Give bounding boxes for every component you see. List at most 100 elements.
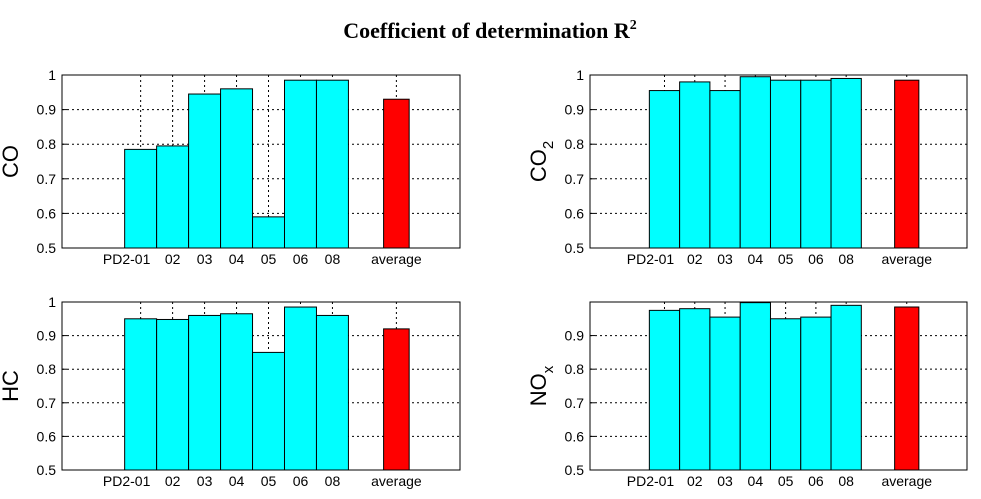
x-tick-label: average [371,473,422,489]
bar [679,81,711,249]
x-tick-label: average [881,473,932,489]
y-tick-label: 0.7 [565,171,585,187]
y-tick-label: 0.7 [37,395,57,411]
y-tick-label: 0.6 [565,428,585,444]
y-axis-label: CO2 [526,141,557,182]
bar [283,306,317,471]
x-tick-label: 02 [165,251,181,267]
x-tick-label: 04 [748,473,764,489]
bar [679,308,711,471]
bar [383,328,410,471]
y-axis-label: CO [0,145,23,178]
y-tick-label: 1 [48,67,56,83]
axes-frame [61,301,461,471]
bar [648,90,681,249]
bar [252,351,285,471]
axes-frame [589,74,968,249]
y-tick-label: 0.7 [565,395,585,411]
y-tick-label: 0.5 [565,240,585,256]
axes-frame [61,74,461,249]
bar [709,90,741,249]
x-tick-label: 05 [778,473,794,489]
y-tick-label: 0.6 [37,428,57,444]
bar [769,79,802,249]
y-tick-label: 0.6 [37,205,57,221]
bar [220,88,254,249]
bar [315,79,349,249]
x-tick-label: 03 [197,473,213,489]
bar [156,318,190,471]
x-tick-label: 05 [261,473,277,489]
bar [769,318,802,471]
bar [188,314,222,471]
title-text: Coefficient of determination R [343,18,631,43]
x-tick-label: 03 [717,251,733,267]
y-tick-label: 0.8 [565,361,585,377]
x-tick-label: average [881,251,932,267]
title-sup: 2 [630,18,637,33]
bar [188,93,222,249]
subplot: 0.5 0.6 0.7 0.8 0.9 PD2-01 02 03 04 05 06 08 average… [526,301,968,489]
bar [800,316,832,471]
y-axis-label: NOx [526,365,557,406]
y-tick-label: 1 [48,294,56,310]
bar [252,216,285,249]
x-tick-label: 02 [687,473,703,489]
figure-title: Coefficient of determination R2 [343,18,637,43]
bar [315,314,349,471]
bar [739,76,771,249]
subplot: 0.5 0.6 0.7 0.8 0.9 1 PD2-01 02 03 04 05 06 08 averag… [0,67,461,267]
y-tick-label: 0.5 [37,240,57,256]
y-tick-label: 1 [576,67,584,83]
bar [283,79,317,249]
axes-frame [589,301,968,471]
x-tick-label: 02 [165,473,181,489]
subplot: 0.5 0.6 0.7 0.8 0.9 1 PD2-01 02 03 04 05 06 08 averag… [526,67,968,267]
x-tick-label: 05 [778,251,794,267]
y-tick-label: 0.8 [565,136,585,152]
bar [739,302,771,471]
bar [709,316,741,471]
y-tick-label: 0.5 [37,462,57,478]
bar [383,98,410,249]
x-tick-label: 06 [293,251,309,267]
x-tick-label: 03 [197,251,213,267]
y-label-text: CO [0,145,23,178]
x-tick-label: 02 [687,251,703,267]
x-tick-label: 04 [229,473,245,489]
bar [156,145,190,249]
y-tick-label: 0.9 [37,102,57,118]
x-tick-label: 06 [293,473,309,489]
bar [124,318,158,471]
x-tick-label: PD2-01 [627,251,675,267]
bar [894,306,920,471]
x-tick-label: 03 [717,473,733,489]
x-tick-label: PD2-01 [627,473,675,489]
bar [830,304,862,471]
bar [220,313,254,471]
bar [830,77,862,249]
y-tick-label: 0.8 [37,361,57,377]
x-tick-label: 08 [325,473,341,489]
y-label-text: NO [526,373,551,406]
x-tick-label: PD2-01 [103,473,151,489]
y-tick-label: 0.9 [565,102,585,118]
y-tick-label: 0.9 [565,328,585,344]
x-tick-label: 04 [229,251,245,267]
bar [800,79,832,249]
y-label-sub: x [540,365,557,373]
y-label-text: CO [526,149,551,182]
y-tick-label: 0.5 [565,462,585,478]
y-tick-label: 0.9 [37,328,57,344]
x-tick-label: 08 [838,473,854,489]
subplot: 0.5 0.6 0.7 0.8 0.9 1 PD2-01 02 03 04 05 06 08 averag… [0,294,461,489]
x-tick-label: 06 [808,251,824,267]
y-label-sub: 2 [540,141,557,149]
bar [894,79,920,249]
x-tick-label: 05 [261,251,277,267]
y-tick-label: 0.8 [37,136,57,152]
x-tick-label: 04 [748,251,764,267]
bar [124,148,158,249]
x-tick-label: 06 [808,473,824,489]
